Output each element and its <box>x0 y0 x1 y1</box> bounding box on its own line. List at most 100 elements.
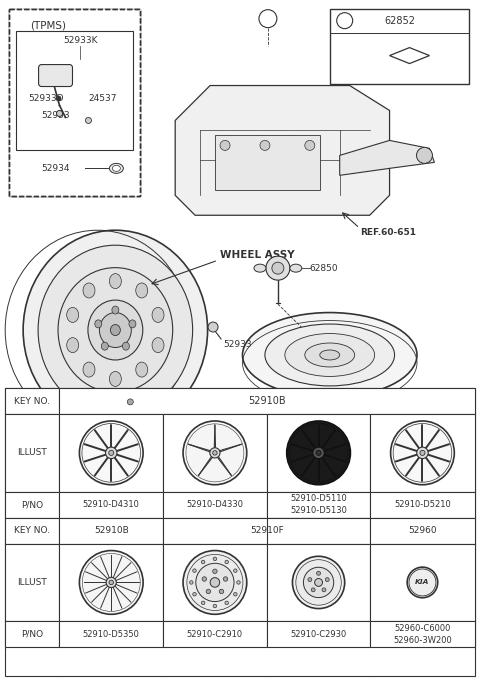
Text: 52910-D4310: 52910-D4310 <box>83 500 140 509</box>
Bar <box>5 543 60 621</box>
Bar <box>215 135 320 190</box>
Ellipse shape <box>242 313 417 397</box>
Ellipse shape <box>109 273 121 289</box>
Circle shape <box>289 423 348 482</box>
Circle shape <box>56 96 61 101</box>
Circle shape <box>106 577 116 587</box>
Circle shape <box>82 423 141 482</box>
Circle shape <box>79 421 143 485</box>
Circle shape <box>219 589 224 594</box>
Circle shape <box>393 423 452 482</box>
Text: P/NO: P/NO <box>22 500 44 509</box>
Circle shape <box>213 557 216 561</box>
Text: P/NO: P/NO <box>22 630 44 639</box>
Circle shape <box>259 10 277 27</box>
Circle shape <box>186 424 244 482</box>
Circle shape <box>193 569 196 572</box>
Circle shape <box>183 421 247 485</box>
Circle shape <box>296 560 341 605</box>
Text: 52910B: 52910B <box>248 396 286 406</box>
Text: 52910-D5110
52910-D5130: 52910-D5110 52910-D5130 <box>290 494 347 515</box>
Circle shape <box>193 592 196 596</box>
Ellipse shape <box>320 350 340 360</box>
Ellipse shape <box>58 268 173 392</box>
Bar <box>267 517 371 543</box>
Bar <box>60 492 163 517</box>
Circle shape <box>82 554 140 611</box>
Circle shape <box>109 581 113 585</box>
Text: 52910-C2910: 52910-C2910 <box>187 630 243 639</box>
Ellipse shape <box>88 300 143 360</box>
Circle shape <box>407 567 438 598</box>
Ellipse shape <box>101 342 108 350</box>
Text: 52910-C2930: 52910-C2930 <box>290 630 347 639</box>
Circle shape <box>308 578 312 582</box>
Ellipse shape <box>285 333 374 376</box>
Circle shape <box>305 140 315 150</box>
Polygon shape <box>175 85 390 215</box>
Circle shape <box>202 577 206 581</box>
Circle shape <box>190 581 193 584</box>
Ellipse shape <box>112 166 120 171</box>
Bar <box>60 414 163 492</box>
Text: 52960: 52960 <box>408 526 437 535</box>
Ellipse shape <box>95 320 102 328</box>
Bar <box>60 517 163 543</box>
Circle shape <box>234 592 237 596</box>
Bar <box>9 9 140 196</box>
Text: 52953: 52953 <box>41 111 70 120</box>
Polygon shape <box>390 47 430 64</box>
Ellipse shape <box>112 306 119 314</box>
Text: ILLUST: ILLUST <box>18 578 48 587</box>
FancyBboxPatch shape <box>38 65 72 87</box>
Circle shape <box>409 569 436 596</box>
Circle shape <box>187 554 243 611</box>
Circle shape <box>206 589 211 594</box>
Circle shape <box>287 421 350 485</box>
Bar <box>9 9 140 196</box>
Ellipse shape <box>110 324 120 335</box>
Circle shape <box>210 578 220 587</box>
Circle shape <box>208 322 218 332</box>
Text: a: a <box>342 16 348 25</box>
Circle shape <box>391 421 454 485</box>
Text: 52960-C6000
52960-3W200: 52960-C6000 52960-3W200 <box>393 624 452 644</box>
Text: 52910F: 52910F <box>250 526 284 535</box>
Text: KEY NO.: KEY NO. <box>14 526 50 535</box>
Bar <box>371 621 475 647</box>
Bar <box>267 414 371 492</box>
Bar <box>163 517 371 543</box>
Circle shape <box>311 588 315 592</box>
Text: 52950: 52950 <box>144 410 172 419</box>
Text: WHEEL ASSY: WHEEL ASSY <box>220 250 295 260</box>
Ellipse shape <box>109 372 121 386</box>
Text: 52934: 52934 <box>41 164 70 173</box>
Text: 52910-D5350: 52910-D5350 <box>83 630 140 639</box>
Circle shape <box>234 569 237 572</box>
Polygon shape <box>340 140 434 175</box>
Circle shape <box>260 140 270 150</box>
Bar <box>5 414 60 492</box>
Circle shape <box>336 12 353 29</box>
Bar <box>60 621 163 647</box>
Bar <box>163 414 267 492</box>
Text: 62852: 62852 <box>384 16 415 25</box>
Circle shape <box>220 140 230 150</box>
Circle shape <box>57 111 62 117</box>
Ellipse shape <box>152 337 164 352</box>
Circle shape <box>420 450 425 455</box>
Circle shape <box>213 451 217 455</box>
Bar <box>5 388 475 676</box>
Text: KIA: KIA <box>415 579 430 585</box>
Circle shape <box>317 572 321 575</box>
Bar <box>371 543 475 621</box>
Bar <box>267 543 371 621</box>
Bar <box>371 414 475 492</box>
Text: ILLUST: ILLUST <box>18 449 48 458</box>
Ellipse shape <box>122 342 130 350</box>
Circle shape <box>292 556 345 609</box>
Text: a: a <box>265 14 271 23</box>
Circle shape <box>108 450 114 455</box>
Circle shape <box>325 578 329 582</box>
Text: 62850: 62850 <box>310 264 338 273</box>
